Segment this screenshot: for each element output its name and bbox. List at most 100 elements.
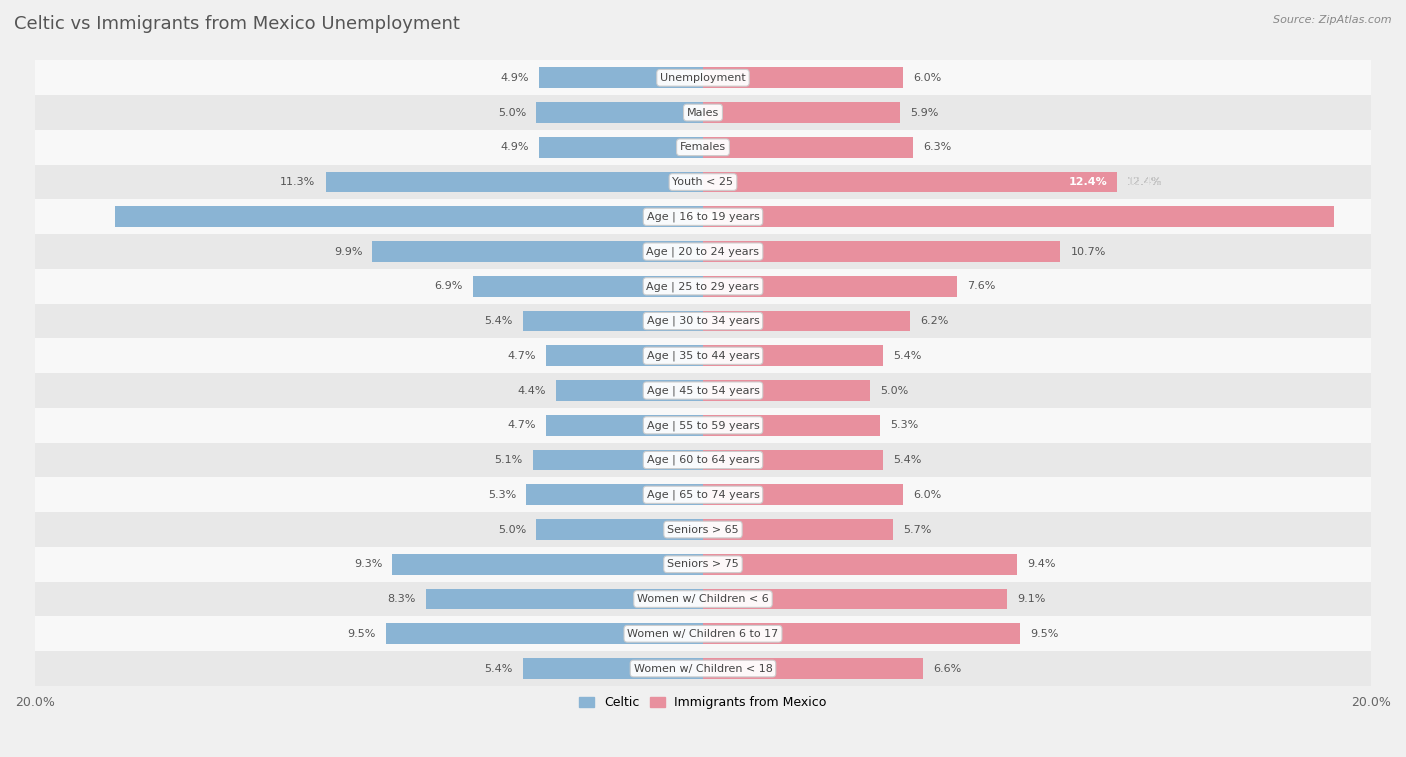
Bar <box>35 478 1371 512</box>
Bar <box>35 165 1371 199</box>
Bar <box>703 484 904 505</box>
Text: 5.4%: 5.4% <box>484 664 513 674</box>
Text: 6.3%: 6.3% <box>924 142 952 152</box>
Bar <box>35 651 1371 686</box>
Bar <box>540 137 703 157</box>
Text: Seniors > 75: Seniors > 75 <box>666 559 740 569</box>
Text: 5.4%: 5.4% <box>893 350 922 361</box>
Text: 5.7%: 5.7% <box>904 525 932 534</box>
Text: 17.6%: 17.6% <box>689 212 728 222</box>
Bar <box>703 207 1334 227</box>
Bar <box>703 415 880 436</box>
Text: 18.9%: 18.9% <box>678 212 717 222</box>
Text: Age | 16 to 19 years: Age | 16 to 19 years <box>647 211 759 222</box>
Text: Age | 35 to 44 years: Age | 35 to 44 years <box>647 350 759 361</box>
Text: Women w/ Children < 6: Women w/ Children < 6 <box>637 594 769 604</box>
Bar <box>703 276 957 297</box>
Text: Unemployment: Unemployment <box>661 73 745 83</box>
Text: Seniors > 65: Seniors > 65 <box>668 525 738 534</box>
Text: Males: Males <box>688 107 718 117</box>
Bar <box>703 658 924 679</box>
Bar <box>546 415 703 436</box>
Text: 5.3%: 5.3% <box>488 490 516 500</box>
Text: 12.4%: 12.4% <box>1128 177 1163 187</box>
Legend: Celtic, Immigrants from Mexico: Celtic, Immigrants from Mexico <box>574 691 832 714</box>
Text: 5.3%: 5.3% <box>890 420 918 430</box>
Bar <box>703 137 914 157</box>
Text: 4.7%: 4.7% <box>508 420 536 430</box>
Bar <box>35 512 1371 547</box>
Text: 4.9%: 4.9% <box>501 142 529 152</box>
Bar <box>536 519 703 540</box>
Bar <box>35 547 1371 581</box>
Bar <box>703 102 900 123</box>
Bar <box>703 519 893 540</box>
Text: 4.7%: 4.7% <box>508 350 536 361</box>
Bar <box>523 310 703 332</box>
Bar <box>326 172 703 192</box>
Text: Age | 45 to 54 years: Age | 45 to 54 years <box>647 385 759 396</box>
Text: 8.3%: 8.3% <box>388 594 416 604</box>
Bar <box>703 172 1118 192</box>
Bar <box>35 373 1371 408</box>
Text: 4.9%: 4.9% <box>501 73 529 83</box>
Text: Women w/ Children 6 to 17: Women w/ Children 6 to 17 <box>627 629 779 639</box>
Text: 5.4%: 5.4% <box>484 316 513 326</box>
Bar <box>703 450 883 470</box>
Text: 12.4%: 12.4% <box>1069 177 1107 187</box>
Bar <box>35 95 1371 130</box>
Text: Age | 60 to 64 years: Age | 60 to 64 years <box>647 455 759 466</box>
Text: 9.5%: 9.5% <box>1031 629 1059 639</box>
Bar <box>703 67 904 89</box>
Text: 4.4%: 4.4% <box>517 385 546 396</box>
Text: Females: Females <box>681 142 725 152</box>
Text: 7.6%: 7.6% <box>967 282 995 291</box>
Text: 12.4%: 12.4% <box>1128 177 1163 187</box>
Text: 5.0%: 5.0% <box>498 107 526 117</box>
Bar <box>703 554 1017 575</box>
Text: Youth < 25: Youth < 25 <box>672 177 734 187</box>
Bar <box>703 345 883 366</box>
Bar <box>526 484 703 505</box>
Text: 9.4%: 9.4% <box>1026 559 1056 569</box>
Bar <box>523 658 703 679</box>
Bar <box>546 345 703 366</box>
Text: 6.0%: 6.0% <box>914 490 942 500</box>
Text: 10.7%: 10.7% <box>1070 247 1105 257</box>
Bar <box>426 589 703 609</box>
Bar <box>703 380 870 401</box>
Text: 11.3%: 11.3% <box>280 177 315 187</box>
Bar <box>35 269 1371 304</box>
Text: 5.9%: 5.9% <box>910 107 938 117</box>
Bar <box>35 199 1371 234</box>
Bar <box>35 61 1371 95</box>
Bar <box>35 338 1371 373</box>
Text: Women w/ Children < 18: Women w/ Children < 18 <box>634 664 772 674</box>
Text: Age | 30 to 34 years: Age | 30 to 34 years <box>647 316 759 326</box>
Bar <box>373 241 703 262</box>
Bar <box>35 616 1371 651</box>
Text: 6.6%: 6.6% <box>934 664 962 674</box>
Text: 9.3%: 9.3% <box>354 559 382 569</box>
Text: 9.9%: 9.9% <box>333 247 363 257</box>
Bar <box>555 380 703 401</box>
Text: 5.4%: 5.4% <box>893 455 922 465</box>
Bar <box>472 276 703 297</box>
Bar <box>540 67 703 89</box>
Text: Source: ZipAtlas.com: Source: ZipAtlas.com <box>1274 15 1392 25</box>
Bar <box>35 408 1371 443</box>
Bar <box>703 310 910 332</box>
Text: Age | 55 to 59 years: Age | 55 to 59 years <box>647 420 759 431</box>
Bar <box>533 450 703 470</box>
Bar <box>703 241 1060 262</box>
Bar <box>385 623 703 644</box>
Text: Age | 25 to 29 years: Age | 25 to 29 years <box>647 281 759 291</box>
Bar <box>536 102 703 123</box>
Text: 6.0%: 6.0% <box>914 73 942 83</box>
Bar <box>35 234 1371 269</box>
Bar <box>35 443 1371 478</box>
Text: Age | 65 to 74 years: Age | 65 to 74 years <box>647 490 759 500</box>
Text: 9.1%: 9.1% <box>1017 594 1046 604</box>
Text: Celtic vs Immigrants from Mexico Unemployment: Celtic vs Immigrants from Mexico Unemplo… <box>14 15 460 33</box>
Bar <box>35 130 1371 165</box>
